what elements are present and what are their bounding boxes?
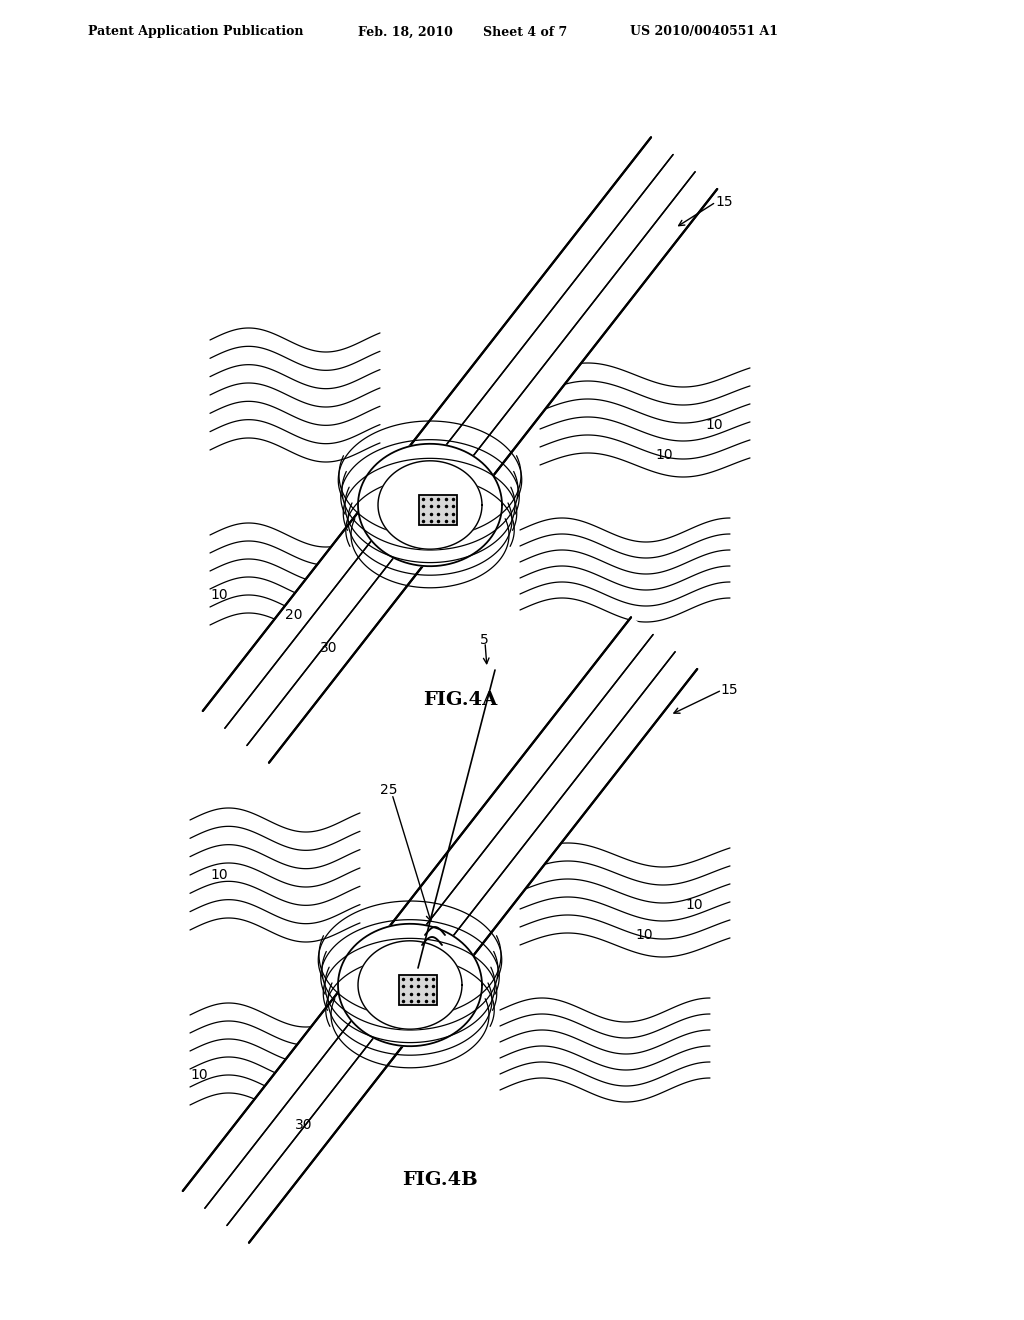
Bar [399, 975, 437, 1005]
Text: 20: 20 [285, 609, 302, 622]
Text: FIG.4A: FIG.4A [423, 690, 497, 709]
Text: 15: 15 [720, 682, 737, 697]
Polygon shape [378, 461, 482, 549]
Polygon shape [183, 618, 697, 1242]
Text: 5: 5 [480, 634, 488, 647]
Text: 10: 10 [655, 447, 673, 462]
Polygon shape [358, 444, 502, 566]
Polygon shape [358, 941, 462, 1030]
Text: 25: 25 [380, 783, 397, 797]
Polygon shape [203, 137, 717, 763]
Text: 10: 10 [685, 898, 702, 912]
Text: Feb. 18, 2010: Feb. 18, 2010 [358, 25, 453, 38]
Text: US 2010/0040551 A1: US 2010/0040551 A1 [630, 25, 778, 38]
Text: 10: 10 [210, 587, 227, 602]
Text: 10: 10 [210, 869, 227, 882]
Text: FIG.4B: FIG.4B [402, 1171, 478, 1189]
Text: 10: 10 [190, 1068, 208, 1082]
Bar [419, 495, 457, 525]
Text: Patent Application Publication: Patent Application Publication [88, 25, 303, 38]
Text: Sheet 4 of 7: Sheet 4 of 7 [483, 25, 567, 38]
Text: 10: 10 [705, 418, 723, 432]
Text: 30: 30 [295, 1118, 312, 1133]
Polygon shape [338, 924, 482, 1047]
Text: 30: 30 [319, 642, 338, 655]
Text: 15: 15 [715, 195, 732, 209]
Text: 10: 10 [635, 928, 652, 942]
